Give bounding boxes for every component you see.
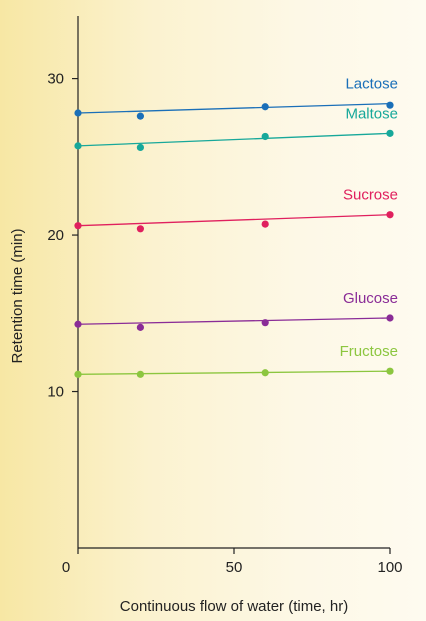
data-point	[74, 320, 82, 328]
y-axis-title: Retention time (min)	[9, 228, 26, 363]
x-tick-label: 50	[226, 559, 243, 576]
y-tick-label: 20	[47, 227, 64, 244]
data-point	[261, 132, 269, 141]
series-label: Lactose	[345, 76, 398, 93]
series-layer: Lactose Maltose Sucrose Glucose Fructose	[74, 76, 398, 378]
data-point	[386, 367, 394, 375]
data-point	[136, 143, 144, 152]
series-label: Glucose	[343, 290, 398, 307]
data-point	[386, 101, 394, 109]
data-point	[261, 103, 269, 111]
x-tick-label: 100	[377, 559, 402, 576]
series-lactose: Lactose	[74, 76, 398, 120]
data-point	[74, 370, 82, 378]
data-point	[74, 109, 82, 117]
series-label: Sucrose	[343, 187, 398, 204]
trend-line	[77, 317, 391, 325]
y-tick-label: 10	[47, 384, 64, 401]
series-sucrose: Sucrose	[74, 187, 398, 233]
trend-line	[77, 370, 391, 375]
data-point	[261, 319, 269, 327]
data-point	[74, 142, 82, 150]
series-fructose: Fructose	[74, 343, 398, 378]
trend-line	[77, 132, 391, 147]
data-point	[386, 129, 394, 137]
data-point	[74, 222, 82, 230]
data-point	[136, 112, 144, 120]
axes: 10 20 30 0 50 100	[47, 16, 403, 576]
data-point	[386, 314, 394, 322]
data-point	[261, 220, 269, 228]
data-point	[136, 225, 144, 233]
series-label: Fructose	[340, 343, 398, 360]
x-tick-label: 0	[62, 559, 70, 576]
trend-line	[77, 102, 391, 114]
series-label: Maltose	[345, 105, 398, 122]
data-point	[136, 370, 144, 378]
data-point	[136, 323, 144, 331]
series-glucose: Glucose	[74, 290, 398, 331]
data-point	[386, 211, 394, 219]
data-point	[261, 369, 269, 377]
x-axis-title: Continuous flow of water (time, hr)	[120, 598, 348, 615]
trend-line	[77, 214, 391, 227]
y-tick-label: 30	[47, 71, 64, 88]
series-maltose: Maltose	[74, 105, 398, 152]
